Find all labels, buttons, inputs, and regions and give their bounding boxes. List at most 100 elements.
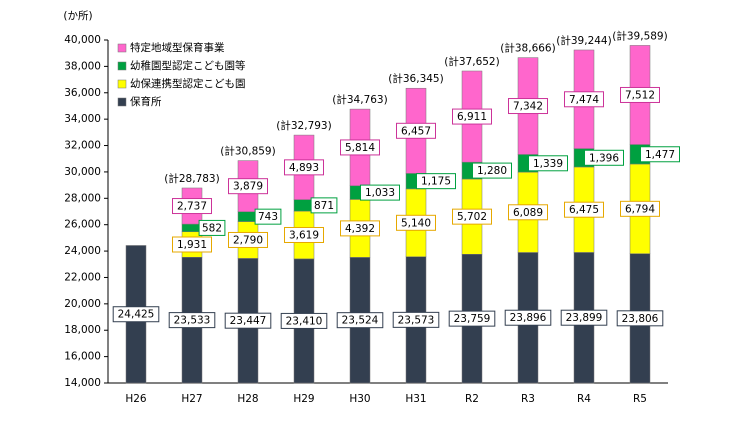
y-tick-label: 34,000: [64, 113, 101, 125]
value-label: 1,477: [645, 149, 675, 161]
value-label-box: [396, 214, 436, 231]
value-label: 1,280: [477, 165, 507, 177]
value-label: 5,140: [401, 217, 431, 229]
value-label-box: [616, 310, 664, 327]
value-label-box: [172, 236, 212, 253]
value-label: 4,392: [345, 223, 375, 235]
total-label: (計30,859): [220, 145, 275, 158]
value-label-box: [584, 149, 624, 166]
value-label-box: [224, 312, 272, 329]
value-label-box: [284, 226, 324, 243]
value-label: 23,447: [230, 315, 267, 327]
value-label-box: [168, 312, 216, 329]
value-label: 6,457: [401, 125, 431, 137]
value-label-box: [508, 204, 548, 221]
total-label: (計37,652): [444, 55, 499, 68]
value-label: 5,702: [457, 211, 487, 223]
value-label-box: [340, 139, 380, 156]
value-label-box: [528, 155, 568, 172]
y-axis-label: (か所): [63, 10, 92, 22]
total-label: (計39,589): [612, 29, 667, 42]
y-tick-label: 20,000: [64, 298, 101, 310]
y-tick-label: 22,000: [64, 271, 101, 283]
value-label-box: [310, 197, 338, 214]
legend-swatch: [117, 97, 127, 107]
value-label-box: [336, 312, 384, 329]
y-tick-label: 26,000: [64, 219, 101, 231]
value-label: 7,474: [569, 94, 599, 106]
value-label: 871: [314, 200, 334, 212]
value-label: 23,524: [342, 315, 379, 327]
value-label: 6,911: [457, 111, 487, 123]
value-label-box: [360, 184, 400, 201]
value-label-box: [172, 198, 212, 215]
y-tick-label: 18,000: [64, 324, 101, 336]
value-label: 23,410: [286, 315, 323, 327]
value-label: 24,425: [118, 309, 155, 321]
x-tick-label: H31: [405, 393, 426, 405]
value-label-box: [640, 146, 680, 163]
y-tick-label: 16,000: [64, 351, 101, 363]
legend-label: 特定地域型保育事業: [130, 41, 225, 54]
legend-swatch: [117, 43, 127, 53]
x-tick-label: H29: [293, 393, 314, 405]
y-tick-label: 14,000: [64, 377, 101, 389]
value-label: 582: [202, 222, 222, 234]
value-label-box: [280, 312, 328, 329]
value-label-box: [472, 162, 512, 179]
value-label: 4,893: [289, 162, 319, 174]
value-label: 3,619: [289, 229, 319, 241]
value-label: 23,759: [454, 313, 491, 325]
total-label: (計38,666): [500, 42, 555, 55]
value-label: 23,896: [510, 312, 547, 324]
value-label: 1,033: [365, 187, 395, 199]
y-tick-label: 40,000: [64, 34, 101, 46]
total-label: (計39,244): [556, 34, 611, 47]
value-label: 5,814: [345, 142, 375, 154]
value-label-box: [620, 86, 660, 103]
value-label: 2,790: [233, 234, 263, 246]
legend-swatch: [117, 61, 127, 71]
value-label: 2,737: [177, 201, 207, 213]
value-label: 23,533: [174, 315, 211, 327]
x-tick-label: R3: [521, 393, 535, 405]
value-label-box: [112, 306, 160, 323]
y-tick-label: 24,000: [64, 245, 101, 257]
value-label: 6,794: [625, 203, 655, 215]
x-tick-label: R5: [633, 393, 647, 405]
legend-label: 幼稚園型認定こども園等: [130, 59, 246, 72]
value-label-box: [452, 108, 492, 125]
x-tick-label: H27: [181, 393, 202, 405]
value-label: 1,931: [177, 239, 207, 251]
value-label-box: [254, 208, 282, 225]
value-label-box: [340, 220, 380, 237]
value-label: 23,806: [622, 313, 659, 325]
value-label: 1,339: [533, 158, 563, 170]
value-label: 1,396: [589, 152, 619, 164]
value-label-box: [508, 98, 548, 115]
value-label: 1,175: [421, 176, 451, 188]
y-tick-label: 38,000: [64, 60, 101, 72]
x-tick-label: H30: [349, 393, 370, 405]
legend-label: 幼保連携型認定こども園: [130, 77, 246, 90]
x-tick-label: R2: [465, 393, 479, 405]
value-label: 743: [258, 211, 278, 223]
value-label-box: [284, 159, 324, 176]
value-label: 6,475: [569, 204, 599, 216]
value-label-box: [564, 91, 604, 108]
y-tick-label: 28,000: [64, 192, 101, 204]
total-label: (計34,763): [332, 93, 387, 106]
value-label: 23,899: [566, 312, 603, 324]
y-tick-label: 30,000: [64, 166, 101, 178]
legend-label: 保育所: [130, 95, 162, 108]
value-label-box: [396, 122, 436, 139]
value-label-box: [392, 311, 440, 328]
value-label: 6,089: [513, 207, 543, 219]
value-label-box: [448, 310, 496, 327]
value-label-box: [452, 208, 492, 225]
value-label-box: [198, 219, 226, 236]
legend-swatch: [117, 79, 127, 89]
value-label-box: [620, 200, 660, 217]
value-label-box: [560, 309, 608, 326]
